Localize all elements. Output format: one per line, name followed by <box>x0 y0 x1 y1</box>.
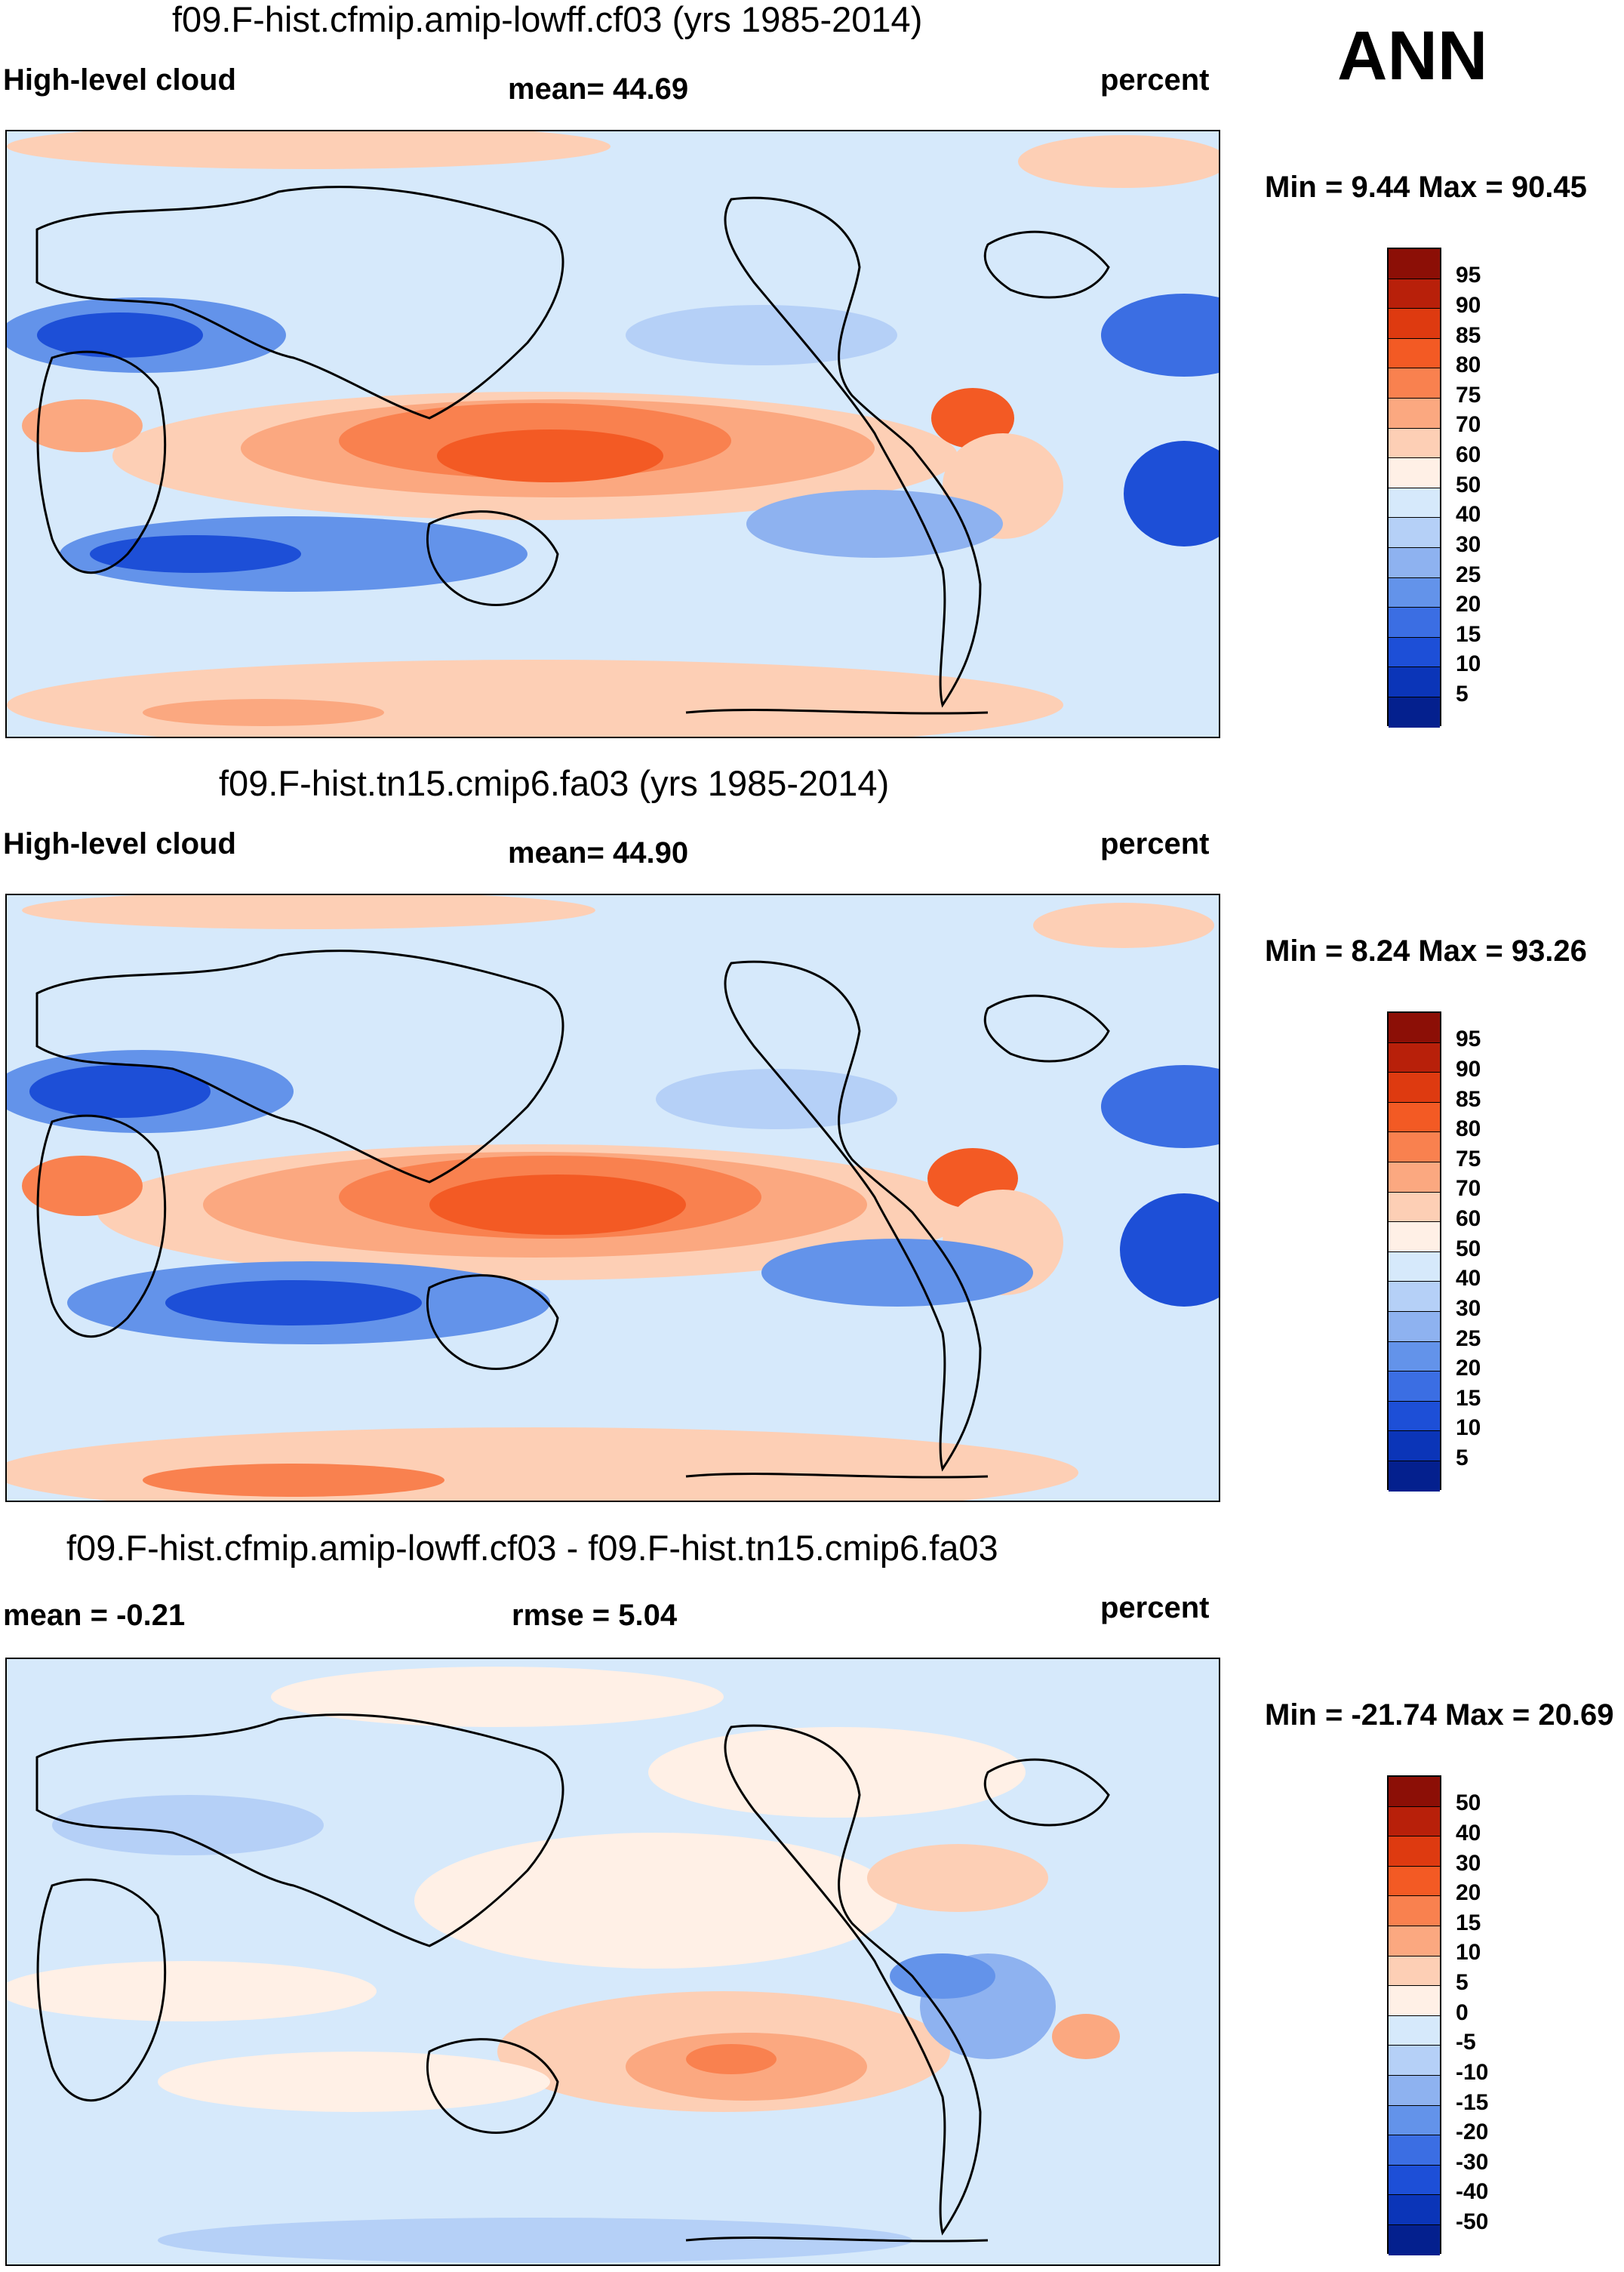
panel-3-tick: -20 <box>1456 2120 1489 2144</box>
panel-2-map <box>5 894 1220 1502</box>
panel-2-tick: 15 <box>1456 1386 1481 1411</box>
panel-3-tick: -10 <box>1456 2060 1489 2085</box>
panel-3-tick: 50 <box>1456 1790 1481 1815</box>
panel-2-tick: 75 <box>1456 1147 1481 1171</box>
panel-2-title: f09.F-hist.tn15.cmip6.fa03 (yrs 1985-201… <box>219 763 890 803</box>
panel-3-map <box>5 1658 1220 2266</box>
panel-2-tick: 30 <box>1456 1296 1481 1321</box>
panel-1-tick: 10 <box>1456 651 1481 676</box>
panel-3-tick: 0 <box>1456 2000 1469 2025</box>
panel-3-tick: 40 <box>1456 1821 1481 1846</box>
panel-2-tick: 90 <box>1456 1057 1481 1082</box>
panel-3-mean-label: mean = -0.21 <box>3 1599 186 1632</box>
panel-2-tick: 10 <box>1456 1415 1481 1440</box>
panel-1-tick: 30 <box>1456 532 1481 557</box>
panel-3-tick: -40 <box>1456 2179 1489 2204</box>
panel-1-title: f09.F-hist.cfmip.amip-lowff.cf03 (yrs 19… <box>172 0 923 39</box>
panel-2-tick: 85 <box>1456 1087 1481 1112</box>
panel-1-tick: 50 <box>1456 473 1481 497</box>
panel-2-variable-label: High-level cloud <box>3 827 236 860</box>
panel-3-tick: -5 <box>1456 2030 1476 2055</box>
season-label: ANN <box>1337 17 1488 94</box>
panel-3-title: f09.F-hist.cfmip.amip-lowff.cf03 - f09.F… <box>66 1528 998 1568</box>
panel-1-tick: 60 <box>1456 442 1481 467</box>
panel-3-tick: 5 <box>1456 1970 1469 1995</box>
panel-2-tick: 20 <box>1456 1356 1481 1381</box>
panel-1-map <box>5 130 1220 738</box>
panel-1-tick: 70 <box>1456 412 1481 437</box>
panel-2-colorbar <box>1387 1011 1441 1492</box>
panel-1-tick: 80 <box>1456 352 1481 377</box>
panel-1-tick: 25 <box>1456 562 1481 587</box>
panel-3-minmax-label: Min = -21.74 Max = 20.69 <box>1265 1698 1614 1732</box>
panel-3-tick: -30 <box>1456 2150 1489 2175</box>
panel-1-colorbar <box>1387 248 1441 728</box>
panel-2-minmax-label: Min = 8.24 Max = 93.26 <box>1265 934 1587 968</box>
panel-3-rmse-label: rmse = 5.04 <box>512 1599 678 1632</box>
panel-3-tick: -15 <box>1456 2090 1489 2115</box>
panel-2-tick: 70 <box>1456 1176 1481 1201</box>
panel-3-tick: 30 <box>1456 1851 1481 1876</box>
panel-1-mean-label: mean= 44.69 <box>508 72 689 106</box>
panel-3-tick: 20 <box>1456 1880 1481 1905</box>
panel-1-tick: 85 <box>1456 323 1481 348</box>
panel-3-colorbar <box>1387 1775 1441 2255</box>
amazon-maximum <box>931 388 1014 448</box>
panel-1-tick: 40 <box>1456 502 1481 527</box>
panel-2-tick: 25 <box>1456 1326 1481 1351</box>
panel-3-tick: -50 <box>1456 2209 1489 2234</box>
panel-1-tick: 95 <box>1456 263 1481 288</box>
arctic-high-cloud <box>7 131 611 169</box>
panel-2-units-label: percent <box>1100 827 1210 860</box>
panel-2-tick: 60 <box>1456 1206 1481 1231</box>
panel-1-tick: 20 <box>1456 592 1481 617</box>
panel-1-units-label: percent <box>1100 63 1210 97</box>
panel-2-tick: 40 <box>1456 1266 1481 1291</box>
panel-1-minmax-label: Min = 9.44 Max = 90.45 <box>1265 171 1587 204</box>
panel-1-tick: 5 <box>1456 682 1469 707</box>
panel-2-tick: 5 <box>1456 1445 1469 1470</box>
panel-1-variable-label: High-level cloud <box>3 63 236 97</box>
panel-2-mean-label: mean= 44.90 <box>508 836 689 870</box>
panel-2-tick: 50 <box>1456 1236 1481 1261</box>
panel-2-tick: 95 <box>1456 1027 1481 1051</box>
panel-1-tick: 15 <box>1456 622 1481 647</box>
panel-3-tick: 10 <box>1456 1940 1481 1965</box>
panel-3-units-label: percent <box>1100 1591 1210 1624</box>
coastlines <box>35 186 1110 715</box>
panel-1-tick: 90 <box>1456 293 1481 318</box>
panel-3-tick: 15 <box>1456 1910 1481 1935</box>
panel-2-tick: 80 <box>1456 1116 1481 1141</box>
panel-1-tick: 75 <box>1456 383 1481 408</box>
